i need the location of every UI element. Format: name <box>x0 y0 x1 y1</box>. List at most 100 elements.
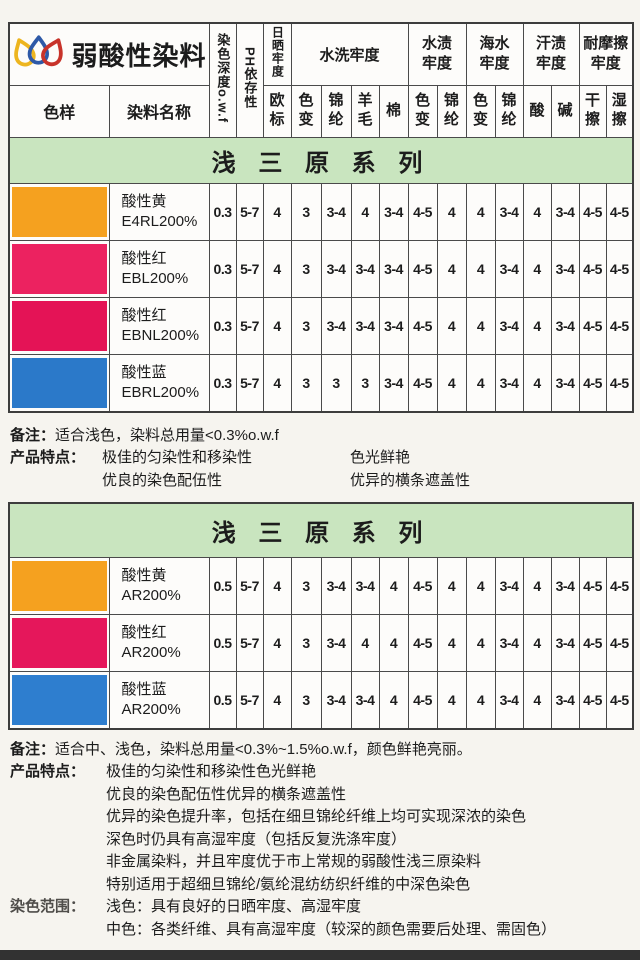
color-sample-cell <box>8 239 110 298</box>
fastness-value: 4 <box>522 353 552 412</box>
fastness-value: 4-5 <box>407 353 438 412</box>
feature-text: 优良的染色配伍性 <box>102 471 223 489</box>
feature-text: 特别适用于超细旦锦纶/氨纶混纺纺织纤维的中深色染色 <box>106 875 471 893</box>
color-swatch <box>12 300 107 351</box>
fastness-value: 3-4 <box>320 556 352 615</box>
fastness-value: 4-5 <box>578 296 607 355</box>
dye-row: 酸性红 EBNL200% 0.3 5-7 4 3 3-4 3-4 3-4 4-5 4 4 3-4 4 3-4… <box>8 296 634 355</box>
fastness-value: 4 <box>350 613 380 672</box>
fastness-value: 4-5 <box>605 556 634 615</box>
fastness-value: 3 <box>290 670 322 729</box>
fastness-value: 4 <box>522 556 552 615</box>
fastness-value: 3-4 <box>494 556 524 615</box>
fastness-value: 4 <box>465 613 496 672</box>
dye-row: 酸性蓝 AR200% 0.5 5-7 4 3 3-4 3-4 4 4-5 4 4 3-4 4 3-4 4-5 4… <box>8 670 634 729</box>
series-banner-row: 浅 三 原 系 列 <box>8 502 634 558</box>
fastness-value: 3-4 <box>320 670 352 729</box>
fastness-value: 3-4 <box>494 182 524 241</box>
fastness-value: 4-5 <box>605 613 634 672</box>
col-sample-header: 色样 <box>8 84 110 138</box>
fastness-value: 3-4 <box>378 239 409 298</box>
fastness-value: 5-7 <box>235 556 264 615</box>
fastness-value: 0.5 <box>208 670 237 729</box>
dye-name: 酸性红 EBNL200% <box>108 296 210 355</box>
color-swatch <box>12 357 107 408</box>
color-sample-cell <box>8 613 110 672</box>
fastness-value: 4 <box>436 296 467 355</box>
col-sweat-alkali-header: 碱 <box>550 84 580 138</box>
fastness-value: 4-5 <box>578 239 607 298</box>
fastness-value: 3-4 <box>320 296 352 355</box>
fastness-value: 4 <box>522 613 552 672</box>
fastness-value: 4 <box>436 556 467 615</box>
col-eu-standard-header: 欧标 <box>262 84 292 138</box>
fastness-value: 4 <box>262 182 292 241</box>
remark-label: 备注： <box>10 740 56 758</box>
features-label: 产品特点： <box>10 449 86 466</box>
brand-title: 弱酸性染料 <box>71 40 207 71</box>
fastness-value: 0.5 <box>208 613 237 672</box>
color-sample-cell <box>8 670 110 729</box>
fastness-value: 3 <box>290 239 322 298</box>
fastness-value: 3-4 <box>378 353 409 412</box>
feature-text: 优异的横条遮盖性 <box>350 471 471 489</box>
dye-row: 酸性红 EBL200% 0.3 5-7 4 3 3-4 3-4 3-4 4-5 4 4 3-4 4 3-4 4… <box>8 239 634 298</box>
fastness-value: 4-5 <box>578 556 607 615</box>
fastness-value: 3-4 <box>494 613 524 672</box>
col-wash-cotton-header: 棉 <box>378 84 409 138</box>
fastness-value: 4-5 <box>578 353 607 412</box>
fastness-value: 4-5 <box>605 239 634 298</box>
col-sweat-group-header: 汗渍牢度 <box>522 22 580 86</box>
col-ph-header: PH依存性 <box>235 22 264 138</box>
fastness-value: 3 <box>290 353 322 412</box>
fastness-value: 3 <box>290 182 322 241</box>
col-wash-group-header: 水洗牢度 <box>290 22 409 86</box>
dye-name: 酸性黄 AR200% <box>108 556 210 615</box>
feature-text: 深色时仍具有高湿牢度（包括反复洗涤牢度） <box>106 830 407 848</box>
fastness-value: 4 <box>436 353 467 412</box>
fastness-value: 4 <box>350 182 380 241</box>
fastness-value: 3 <box>350 353 380 412</box>
dye-spec-table-1: 弱酸性染料 染色深度o.w.f PH依存性 日晒牢度 水洗牢度 水渍牢度 海水牢… <box>8 22 635 413</box>
fastness-value: 4-5 <box>578 670 607 729</box>
fastness-value: 3-4 <box>494 670 524 729</box>
fastness-value: 4 <box>522 182 552 241</box>
feature-text: 优异的染色提升率，包括在细旦锦纶纤维上均可实现深浓的染色 <box>106 808 527 825</box>
fastness-value: 4 <box>262 296 292 355</box>
fastness-value: 3-4 <box>550 353 580 412</box>
col-rub-wet-header: 湿擦 <box>605 84 634 138</box>
col-stain-group-header: 水渍牢度 <box>407 22 467 86</box>
dye-spec-table-2: 浅 三 原 系 列 酸性黄 AR200% 0.5 5-7 4 3 3-4 3-4 4 4-5 4 4 3… <box>8 502 635 730</box>
fastness-value: 5-7 <box>235 353 264 412</box>
fastness-value: 4 <box>378 613 409 672</box>
range-text: 浅色：具有良好的日晒牢度、高湿牢度 <box>106 898 362 915</box>
col-rub-dry-header: 干擦 <box>578 84 607 138</box>
fastness-value: 5-7 <box>235 239 264 298</box>
fastness-value: 0.3 <box>208 353 237 412</box>
range-list: 浅色：具有良好的日晒牢度、高湿牢度 中色：各类纤维、具有高湿牢度（较深的颜色需要… <box>106 896 556 941</box>
fastness-value: 3-4 <box>320 613 352 672</box>
features-list: 极佳的匀染性和移染性色光鲜艳 优良的染色配伍性优异的横条遮盖性 优异的染色提升率… <box>106 761 526 896</box>
dye-row: 酸性黄 E4RL200% 0.3 5-7 4 3 3-4 4 3-4 4-5 4 4 3-4 4 3-4 4-… <box>8 182 634 241</box>
dye-name: 酸性红 AR200% <box>108 613 210 672</box>
fastness-value: 3-4 <box>350 556 380 615</box>
fastness-value: 3-4 <box>320 239 352 298</box>
fastness-value: 3-4 <box>550 670 580 729</box>
features-label: 产品特点： <box>10 763 86 780</box>
fastness-value: 4-5 <box>605 296 634 355</box>
fastness-value: 4 <box>378 670 409 729</box>
dye-name: 酸性黄 E4RL200% <box>108 182 210 241</box>
remark-label: 备注： <box>10 426 56 444</box>
fastness-value: 4 <box>522 670 552 729</box>
col-sea-nylon-header: 锦纶 <box>494 84 524 138</box>
fastness-value: 4-5 <box>407 670 438 729</box>
fastness-value: 4 <box>262 353 292 412</box>
col-light-group-header: 日晒牢度 <box>262 22 292 86</box>
col-stain-nylon-header: 锦纶 <box>436 84 467 138</box>
fastness-value: 3 <box>290 556 322 615</box>
fastness-value: 4 <box>465 296 496 355</box>
fastness-value: 4-5 <box>605 353 634 412</box>
notes-block-1: 备注： 适合浅色，染料总用量<0.3%o.w.f 产品特点： 极佳的匀染性和移染… <box>10 425 630 493</box>
photo-edge-strip <box>0 950 640 960</box>
feature-text: 极佳的匀染性和移染性 <box>102 449 253 466</box>
